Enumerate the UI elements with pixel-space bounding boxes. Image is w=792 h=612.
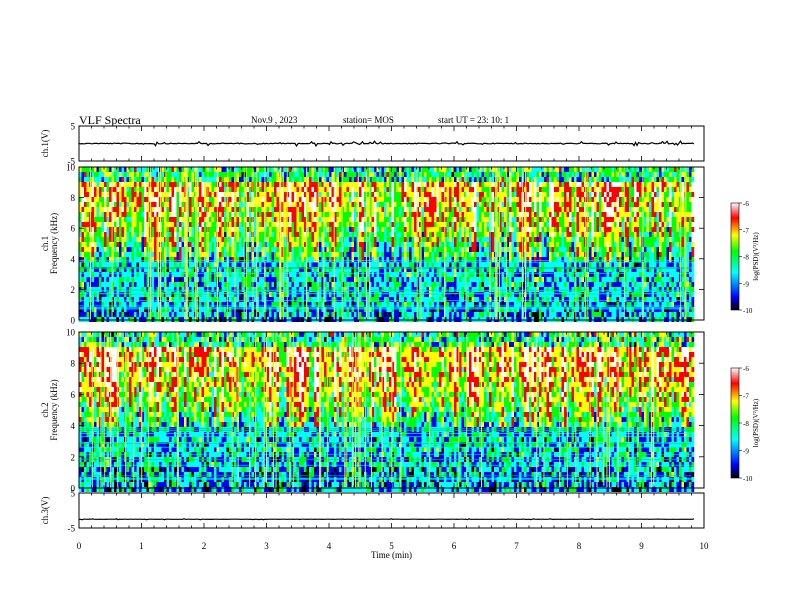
ch1-spectrogram-ytick-label: 2 [71, 285, 76, 295]
ch2-spectrogram-colorbar-tick: -10 [743, 475, 753, 483]
ch2-spectrogram-colorbar [730, 367, 740, 479]
ch1-spectrogram-colorbar-tick: -7 [743, 227, 749, 235]
xtick-label: 8 [577, 541, 582, 551]
xtick-label: 0 [77, 541, 82, 551]
ch1-waveform-ytick-label: 5 [71, 122, 76, 132]
xtick-label: 5 [389, 541, 394, 551]
ch1-spectrogram-ytick-label: 10 [66, 163, 76, 173]
ch2-spectrogram-ytick-label: 4 [71, 421, 76, 431]
ch2-spectrogram-colorbar-tick: -8 [743, 420, 749, 428]
ch2-spectrogram-ytick-label: 10 [66, 328, 76, 338]
ch3-waveform-ylabel: ch.3(V) [40, 497, 50, 525]
ch1-spectrogram-colorbar-tick: -8 [743, 254, 749, 262]
ch3-waveform-ytick-label: -5 [68, 524, 76, 534]
xtick-label: 4 [327, 541, 332, 551]
ch2-spectrogram-ytick-label: 8 [71, 359, 76, 369]
ch1-spectrogram-colorbar [730, 202, 740, 311]
ch1-spectrogram-image [79, 167, 695, 322]
ch3-waveform-frame [78, 492, 705, 529]
ch2-spectrogram-ytick-label: 2 [71, 452, 76, 462]
date-label: Nov.9 , 2023 [251, 115, 298, 125]
ch1-spectrogram-ylabel: ch.1 [40, 236, 50, 251]
ch1-spectrogram-ytick-label: 6 [71, 224, 76, 234]
xaxis-label: Time (min) [371, 550, 412, 560]
ch2-spectrogram-ylabel: ch.2 [40, 402, 50, 417]
start-time-label: start UT = 23: 10: 1 [438, 115, 510, 125]
station-label: station= MOS [343, 115, 394, 125]
ch1-waveform-ytick-label: -5 [68, 157, 76, 167]
ch2-spectrogram-colorbar-tick: -9 [743, 448, 749, 456]
figure-title: VLF Spectra [79, 113, 141, 127]
ch1-spectrogram-ytick-label: 0 [71, 316, 76, 326]
xtick-label: 7 [514, 541, 519, 551]
xtick-label: 1 [139, 541, 144, 551]
xtick-label: 10 [700, 541, 710, 551]
ch2-spectrogram-ytick-label: 0 [71, 484, 76, 494]
ch1-spectrogram-ylabel: Frequency (kHz) [49, 213, 59, 274]
xtick-label: 3 [264, 541, 269, 551]
xtick-label: 6 [452, 541, 457, 551]
ch2-spectrogram-ylabel: Frequency (kHz) [49, 379, 59, 440]
ch2-spectrogram-colorbar-tick: -7 [743, 393, 749, 401]
ch1-waveform-ylabel: ch.1(V) [40, 130, 50, 158]
ch1-spectrogram-ytick-label: 4 [71, 254, 76, 264]
ch1-spectrogram-colorbar-tick: -9 [743, 280, 749, 288]
ch1-spectrogram-colorbar-tick: -10 [743, 307, 753, 315]
ch1-waveform-trace [78, 139, 695, 148]
ch3-waveform-trace [78, 518, 695, 521]
ch2-spectrogram-image [79, 332, 695, 492]
ch1-spectrogram-colorbar-tick: -6 [743, 200, 749, 208]
ch2-spectrogram-colorbar-label: log(PSD)(V²/Hz) [752, 398, 760, 447]
ch1-spectrogram-ytick-label: 8 [71, 193, 76, 203]
ch1-spectrogram-colorbar-label: log(PSD)(V²/Hz) [752, 232, 760, 281]
xtick-label: 2 [202, 541, 207, 551]
ch3-waveform-ytick-label: 5 [71, 489, 76, 499]
ch2-spectrogram-colorbar-tick: -6 [743, 365, 749, 373]
xtick-label: 9 [639, 541, 644, 551]
ch2-spectrogram-ytick-label: 6 [71, 390, 76, 400]
